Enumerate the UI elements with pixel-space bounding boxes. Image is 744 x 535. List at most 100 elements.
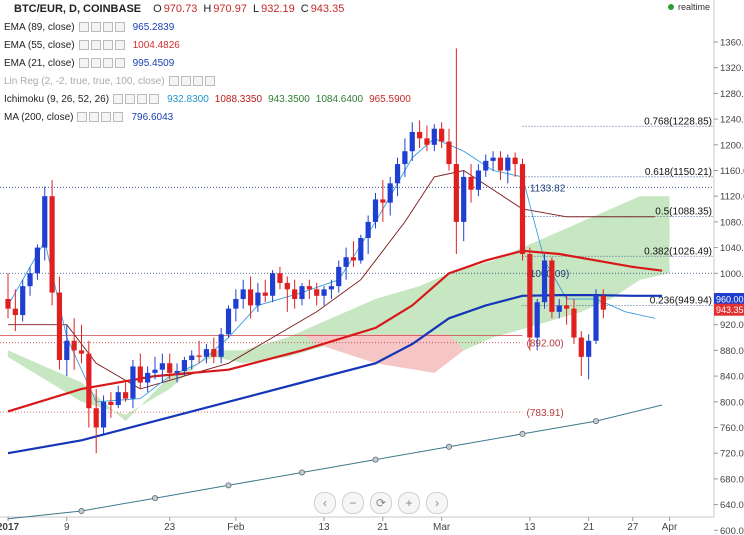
candle-body	[12, 308, 18, 316]
reset-icon[interactable]: ⟳	[370, 492, 392, 514]
indicator-control-icon[interactable]	[90, 22, 101, 32]
candle-body	[262, 292, 268, 296]
candle-body	[5, 299, 11, 309]
ichimoku-cloud-red	[302, 334, 464, 373]
realtime-label: realtime	[677, 2, 710, 12]
candle-body	[512, 157, 518, 165]
y-tick-label: 1360.00	[720, 38, 744, 49]
candle-body	[431, 128, 437, 145]
fib-level-label: 0.5(1088.35)	[655, 207, 712, 218]
indicator-control-icon[interactable]	[114, 22, 125, 32]
indicator-value: 1088.3350	[214, 93, 263, 105]
candle-body	[497, 157, 504, 171]
candle-body	[108, 401, 114, 406]
price-mark-label: 943.35	[716, 305, 744, 315]
chevron-right-icon[interactable]: ›	[426, 492, 448, 514]
candle-body	[240, 289, 246, 299]
indicator-row[interactable]: EMA (21, close) 995.4509	[0, 54, 174, 72]
indicator-control-icon[interactable]	[114, 40, 125, 50]
indicator-row[interactable]: EMA (55, close) 1004.4826	[0, 36, 180, 54]
indicator-control-icon[interactable]	[204, 76, 215, 86]
candle-body	[42, 196, 48, 248]
indicator-control-icon[interactable]	[90, 58, 101, 68]
candle-body	[402, 151, 408, 165]
candle-body	[189, 355, 195, 361]
candle-body	[527, 254, 533, 338]
indicator-control-icon[interactable]	[149, 94, 160, 104]
linreg-marker	[372, 456, 379, 463]
linreg-marker	[225, 482, 232, 489]
x-tick-label: 21	[583, 522, 595, 533]
pivot-level-label: (1000.09)	[527, 269, 570, 280]
indicator-control-icon[interactable]	[114, 58, 125, 68]
indicator-control-icon[interactable]	[89, 112, 100, 122]
candle-body	[556, 305, 562, 312]
candle-body	[167, 363, 173, 373]
candle-body	[233, 299, 239, 309]
close-value: 943.35	[310, 3, 345, 15]
candle-body	[284, 282, 290, 290]
indicator-row[interactable]: MA (200, close) 796.6043	[0, 108, 173, 126]
pivot-level-label: (783.91)	[527, 408, 564, 419]
candle-body	[365, 221, 371, 238]
zoom-in-icon[interactable]: +	[398, 492, 420, 514]
indicator-control-icon[interactable]	[125, 94, 136, 104]
indicator-control-icon[interactable]	[137, 94, 148, 104]
x-tick-label: Feb	[227, 522, 245, 533]
candle-body	[152, 369, 158, 373]
candle-body	[71, 340, 77, 351]
y-tick-label: 920.00	[720, 320, 744, 331]
indicator-value: 995.4509	[132, 57, 175, 69]
indicator-name: Lin Reg (2, -2, true, true, 100, close)	[4, 75, 165, 87]
indicator-control-icon[interactable]	[77, 112, 88, 122]
indicator-control-icon[interactable]	[168, 76, 179, 86]
indicator-row[interactable]: EMA (89, close) 965.2839	[0, 18, 174, 36]
candle-body	[453, 164, 459, 222]
candle-body	[123, 392, 129, 399]
zoom-out-icon[interactable]: −	[342, 492, 364, 514]
indicator-control-icon[interactable]	[90, 40, 101, 50]
candle-body	[600, 295, 606, 310]
linreg-marker	[78, 508, 85, 515]
indicator-control-icon[interactable]	[78, 22, 89, 32]
indicator-name: EMA (55, close)	[4, 39, 75, 51]
low-key: L	[252, 3, 260, 15]
x-tick-label: 23	[164, 522, 176, 533]
indicator-name: Ichimoku (9, 26, 52, 26)	[4, 93, 110, 105]
indicator-name: MA (200, close)	[4, 111, 74, 123]
fib-level-label: 0.236(949.94)	[650, 295, 712, 306]
realtime-dot-icon	[667, 4, 674, 10]
candle-body	[56, 292, 63, 361]
indicator-control-icon[interactable]	[78, 40, 89, 50]
indicator-row[interactable]: Lin Reg (2, -2, true, true, 100, close)	[0, 72, 217, 90]
realtime-indicator: realtime	[667, 2, 710, 12]
candle-body	[417, 131, 423, 139]
indicator-control-icon[interactable]	[113, 94, 124, 104]
linreg-marker	[151, 495, 158, 502]
indicator-control-icon[interactable]	[102, 22, 113, 32]
y-tick-label: 1200.00	[720, 140, 744, 151]
candle-body	[49, 196, 55, 293]
candle-body	[593, 295, 599, 341]
indicator-control-icon[interactable]	[192, 76, 203, 86]
ichimoku-cloud-green	[8, 196, 670, 422]
symbol-title[interactable]: BTC/EUR, D, COINBASE	[14, 3, 142, 15]
indicator-control-icon[interactable]	[180, 76, 191, 86]
x-tick-label: 9	[64, 522, 70, 533]
y-tick-label: 1320.00	[720, 63, 744, 74]
candle-body	[100, 401, 107, 428]
candle-body	[27, 273, 33, 287]
y-tick-label: 1040.00	[720, 243, 744, 254]
indicator-value: 965.2839	[132, 21, 175, 33]
indicator-row[interactable]: Ichimoku (9, 26, 52, 26) 932.8300 1088.335…	[0, 90, 411, 108]
y-tick-label: 1120.00	[720, 192, 744, 203]
indicator-control-icon[interactable]	[102, 58, 113, 68]
indicator-name: EMA (21, close)	[4, 57, 75, 69]
indicator-control-icon[interactable]	[102, 40, 113, 50]
indicator-control-icon[interactable]	[101, 112, 112, 122]
indicator-control-icon[interactable]	[78, 58, 89, 68]
chevron-left-icon[interactable]: ‹	[314, 492, 336, 514]
indicator-control-icon[interactable]	[113, 112, 124, 122]
